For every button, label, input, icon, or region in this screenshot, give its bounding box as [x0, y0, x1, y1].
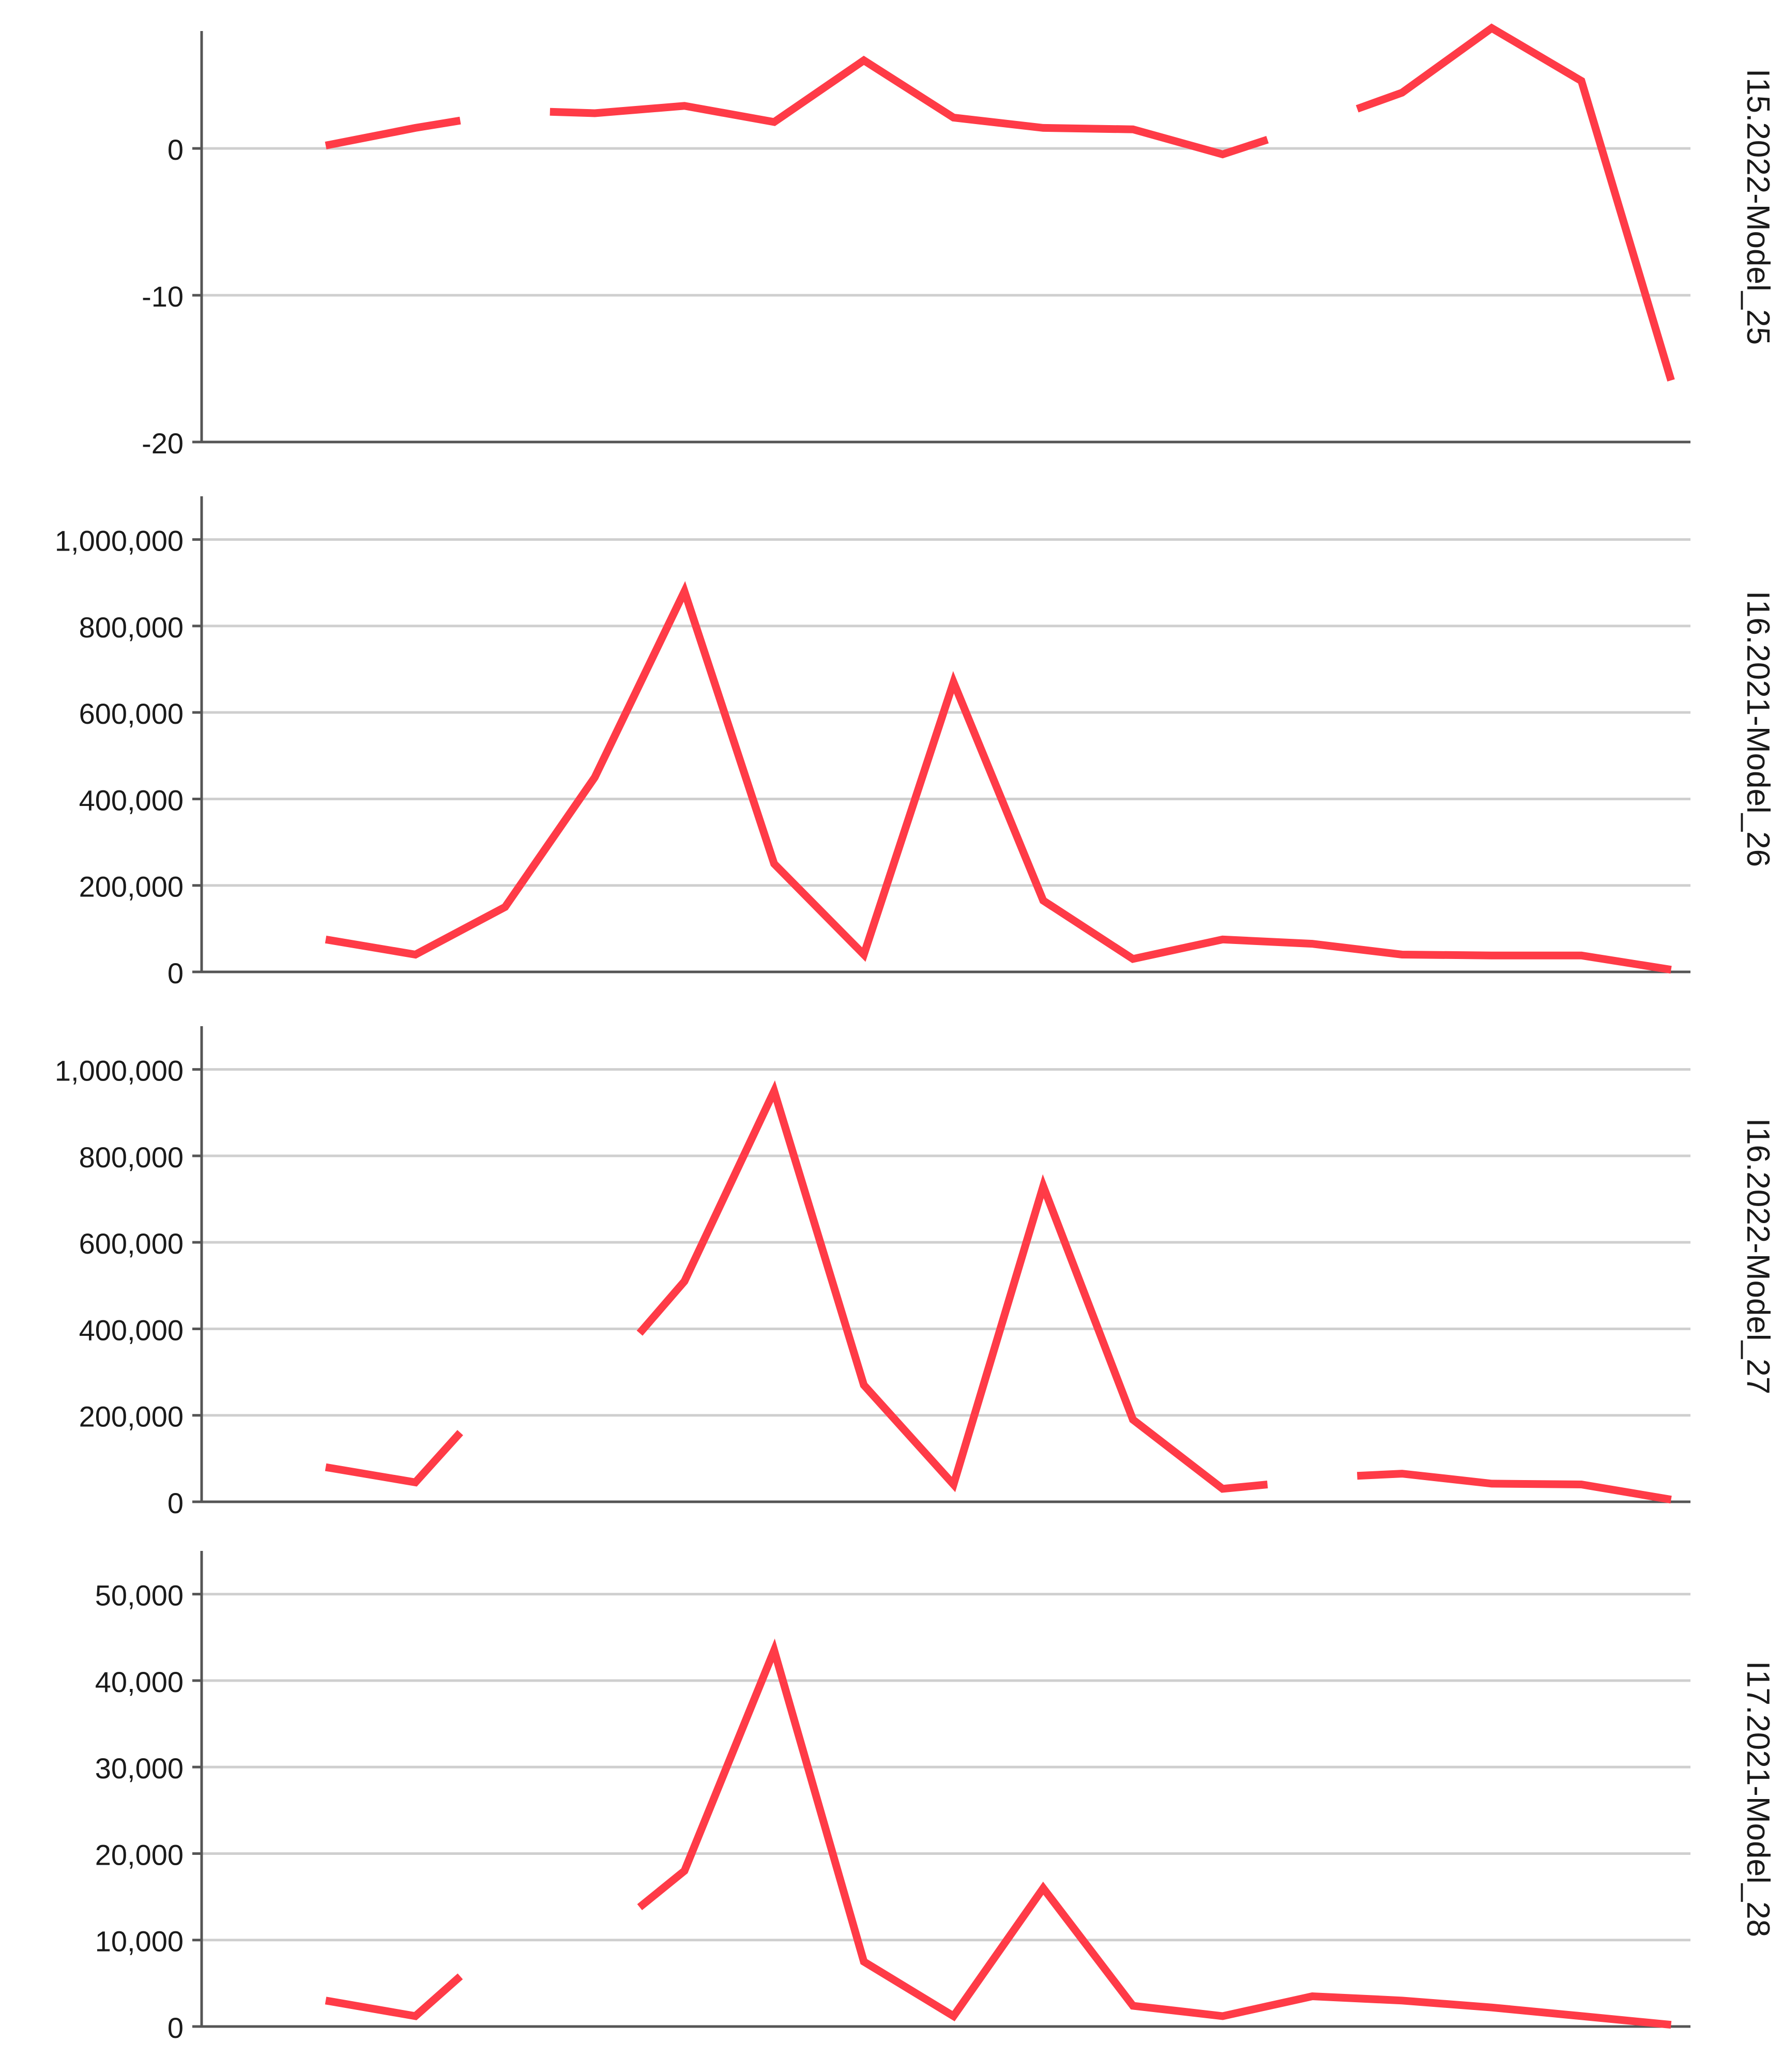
data-point [1221, 937, 1225, 941]
data-point [414, 126, 418, 130]
data-point [1041, 1886, 1045, 1890]
data-point [772, 862, 776, 866]
series-line-segment [325, 1430, 463, 1487]
data-point [1400, 953, 1404, 957]
data-point [1490, 26, 1494, 30]
series-line-segment [550, 55, 1269, 159]
chart-panel-1: 0 -10 -20 I15.2022-Model_25 [142, 23, 1776, 460]
data-point [1221, 1487, 1225, 1491]
data-point [682, 589, 687, 593]
y-tick-label: 600,000 [79, 1227, 184, 1260]
data-point [324, 1465, 328, 1469]
y-tick-label: 400,000 [79, 1314, 184, 1346]
data-point [952, 2014, 956, 2018]
data-point [593, 111, 597, 115]
data-point [1669, 1498, 1673, 1502]
chart-panel-3: 0 200,000 400,000 600,000 800,000 1,000,000 I1… [55, 1026, 1776, 1519]
data-point [1490, 953, 1494, 957]
chart-panel-2: 0 200,000 400,000 600,000 800,000 1,000,000 I1… [55, 496, 1776, 989]
data-point [1579, 953, 1583, 957]
data-point [862, 1960, 866, 1964]
data-point [1131, 127, 1135, 131]
series-line-segment [325, 581, 1672, 974]
data-point [324, 1999, 328, 2003]
data-point [862, 1383, 866, 1387]
series-line-segment [325, 1973, 463, 2020]
data-point [952, 116, 956, 120]
data-point [1131, 2004, 1135, 2008]
y-tick-label: 0 [167, 1487, 184, 1519]
y-tick-label: 800,000 [79, 611, 184, 644]
data-point [1669, 378, 1673, 383]
data-point [1579, 2014, 1583, 2018]
data-point [772, 120, 776, 124]
data-point [1310, 1994, 1315, 1998]
y-tick-label: 1,000,000 [55, 1055, 184, 1087]
y-tick-label: 200,000 [79, 1400, 184, 1433]
data-point [1669, 2023, 1673, 2027]
data-point [952, 680, 956, 684]
panel-label: I15.2022-Model_25 [1740, 69, 1776, 345]
y-tick-label: 200,000 [79, 871, 184, 903]
data-point [414, 2014, 418, 2018]
data-point [1041, 126, 1045, 130]
data-point [1400, 1999, 1404, 2003]
y-tick-label: 0 [167, 133, 184, 166]
series-line-segment [637, 1638, 1672, 2029]
data-point [682, 1279, 687, 1283]
data-point [324, 937, 328, 941]
y-tick-label: 50,000 [95, 1579, 184, 1612]
y-tick-label: 30,000 [95, 1752, 184, 1785]
data-point [503, 905, 507, 909]
y-tick-label: 1,000,000 [55, 525, 184, 557]
series-line-segment [1355, 23, 1675, 382]
y-tick-label: 600,000 [79, 697, 184, 730]
data-point [414, 953, 418, 957]
data-point [862, 953, 866, 957]
data-point [324, 143, 328, 147]
data-point [1579, 79, 1583, 83]
panel-label: I17.2021-Model_28 [1740, 1661, 1776, 1937]
panel-label: I16.2021-Model_26 [1740, 591, 1776, 867]
data-point [772, 1089, 776, 1093]
y-tick-label: 40,000 [95, 1666, 184, 1698]
data-point [682, 104, 687, 108]
data-point [862, 58, 866, 63]
y-tick-label: 10,000 [95, 1925, 184, 1958]
data-point [1310, 942, 1315, 946]
y-tick-label: 800,000 [79, 1141, 184, 1174]
y-tick-label: 0 [167, 2012, 184, 2044]
y-tick-label: -10 [142, 280, 184, 313]
data-point [1490, 2005, 1494, 2009]
data-point [1131, 1418, 1135, 1422]
data-point [952, 1483, 956, 1487]
data-point [1041, 898, 1045, 903]
data-point [1131, 957, 1135, 961]
data-point [1221, 153, 1225, 157]
data-point [1221, 2014, 1225, 2018]
y-tick-label: 0 [167, 957, 184, 989]
series-line-segment [1357, 1470, 1672, 1504]
y-tick-label: 20,000 [95, 1838, 184, 1871]
data-point [414, 1480, 418, 1484]
chart-panel-4: 0 10,000 20,000 30,000 40,000 50,000 I17.2021-… [95, 1551, 1776, 2044]
data-point [593, 775, 597, 780]
data-point [682, 1869, 687, 1873]
data-point [1041, 1184, 1045, 1188]
data-point [772, 1648, 776, 1652]
data-point [1400, 90, 1404, 95]
data-point [1579, 1483, 1583, 1487]
series-line-segment [325, 116, 461, 149]
series-line-segment [636, 1080, 1268, 1493]
y-tick-label: -20 [142, 427, 184, 460]
y-tick-label: 400,000 [79, 784, 184, 816]
data-point [1669, 968, 1673, 972]
data-point [1490, 1482, 1494, 1486]
panel-label: I16.2022-Model_27 [1740, 1118, 1776, 1394]
data-point [1400, 1472, 1404, 1476]
